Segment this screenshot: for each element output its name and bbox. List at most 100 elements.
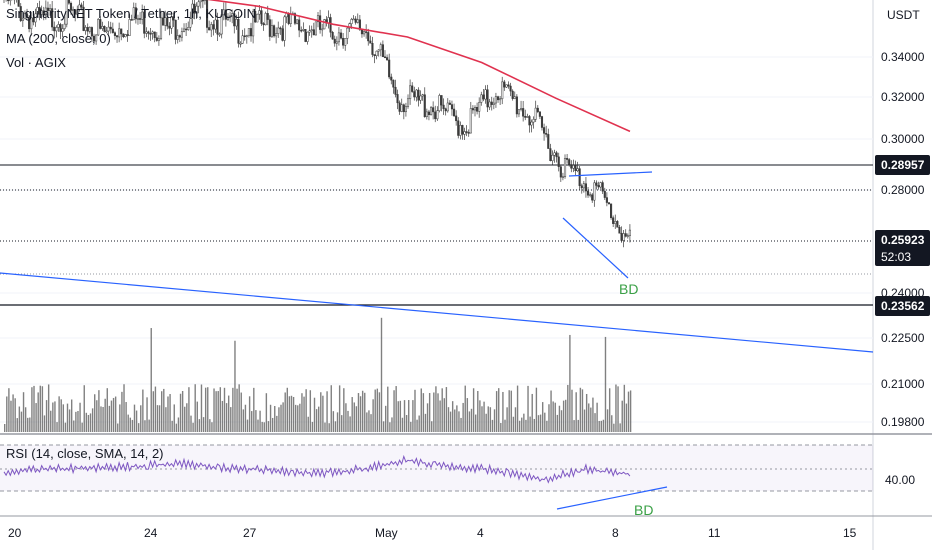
volume-bar [611,415,613,432]
volume-bar [52,402,54,432]
volume-bar [269,404,272,432]
volume-bar [475,414,477,432]
candle-body [222,9,225,16]
candle-body [496,96,500,101]
volume-bar [142,389,144,432]
volume-bar [487,406,489,432]
candle-body [224,9,227,20]
volume-bar [606,409,609,432]
volume-bar [227,395,230,432]
volume-bar [481,406,483,432]
volume-bar [575,392,577,432]
candle-body [534,107,537,120]
candle-body [61,28,64,32]
volume-bar [512,416,515,432]
volume-bar [177,417,180,432]
volume-bar [334,421,337,432]
volume-bar [238,384,240,432]
volume-bar [8,388,10,432]
candle-body [593,182,596,201]
volume-bar [376,388,379,432]
candle-body [245,35,248,37]
candle-body [532,119,535,123]
candle-body [113,32,116,36]
candle-body [270,25,273,37]
volume-bar [349,416,351,432]
volume-bar [24,407,27,432]
price-tick-label: 0.34000 [881,50,925,64]
volume-bar [75,411,77,432]
volume-bar [462,402,464,432]
candle-body [170,16,173,29]
time-tick-label: 20 [8,526,22,540]
volume-bar [546,420,548,432]
volume-bar [504,419,506,432]
candle-body [513,96,516,99]
candle-body [17,0,20,7]
time-axis[interactable]: 20 24 27 May 4 8 11 15 [8,526,857,540]
volume-bar [397,401,399,432]
wedge-upper-trendline[interactable] [568,171,653,177]
volume-bar [188,387,190,432]
candle-body [55,27,58,32]
volume-bar [412,400,414,432]
candle-body [57,24,60,28]
candle-body [314,21,317,36]
volume-bar [196,401,198,432]
rsi-legend[interactable]: RSI (14, close, SMA, 14, 2) [6,446,164,461]
rsi-trendline[interactable] [556,486,668,510]
candle-body [620,232,623,241]
candle-body [331,31,334,40]
candle-body [624,233,627,237]
volume-bar [77,411,79,432]
ma-legend[interactable]: MA (200, close, 0) [6,31,111,46]
candle-body [78,4,81,11]
volume-bar [45,400,48,432]
volume-bar [571,389,573,432]
candle-body [86,27,89,32]
candle-body [237,19,240,44]
volume-legend[interactable]: Vol · AGIX [6,55,66,70]
candle-body [610,203,613,218]
volume-bar [441,388,443,432]
candle-body [471,108,474,111]
candle-body [545,133,548,135]
volume-bar [588,403,590,432]
candle-body [249,28,253,37]
candle-body [360,29,364,35]
volume-bar [292,396,295,432]
candle-body [352,18,355,21]
candle-body [507,84,510,87]
wedge-lower-trendline[interactable] [562,217,629,279]
volume-bar [209,419,211,432]
volume-bar [173,404,175,432]
volume-bar [58,396,60,432]
candle-body [187,27,190,30]
volume-bar [443,398,445,432]
volume-bar [54,401,56,432]
candle-body [530,121,533,126]
candle-body [427,111,430,115]
volume-bar [181,391,184,432]
candle-body [287,12,290,24]
symbol-legend[interactable]: SingularityNET Token / Tether, 1h, KUCOI… [6,6,257,21]
volume-bar [445,387,448,432]
volume-bar [131,419,134,432]
volume-bar [234,340,236,432]
volume-bar [437,393,439,432]
candle-body [482,94,485,100]
candle-body [327,17,330,24]
time-tick-label: 15 [843,526,857,540]
volume-bar [175,423,178,432]
long-trendline[interactable] [0,272,874,353]
volume-bar [604,336,607,432]
volume-bar [322,395,324,432]
candle-body [193,3,196,14]
candle-body [346,27,349,39]
volume-bar [135,410,138,432]
volume-bar [129,417,131,432]
volume-bar [240,392,242,432]
volume-bar [271,417,274,432]
volume-bar [466,398,469,432]
